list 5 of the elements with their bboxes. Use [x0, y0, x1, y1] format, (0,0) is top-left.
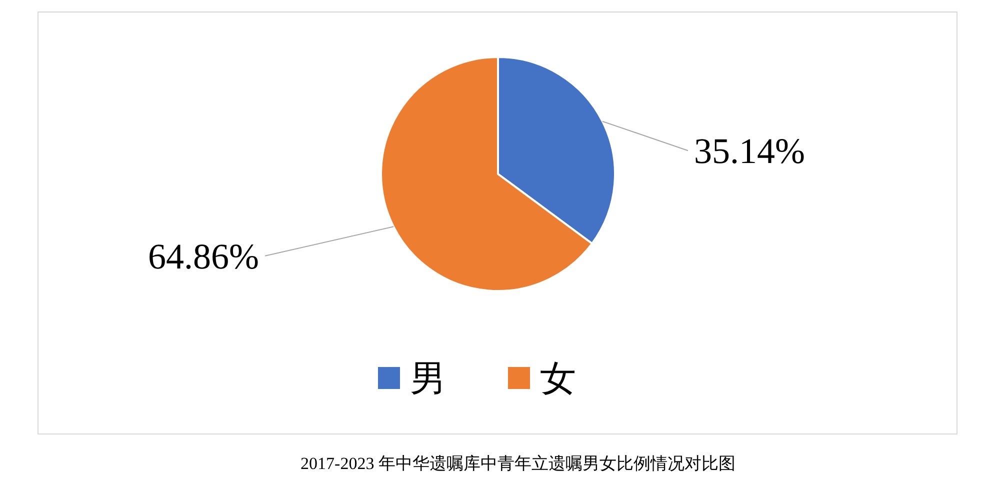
- legend-label: 男: [410, 358, 446, 399]
- data-label: 35.14%: [694, 131, 805, 172]
- text: 2017-2023 年中华遗嘱库中青年立遗嘱男女比例情况对比图: [300, 454, 736, 473]
- legend-label: 女: [540, 358, 576, 399]
- data-label: 64.86%: [148, 236, 259, 277]
